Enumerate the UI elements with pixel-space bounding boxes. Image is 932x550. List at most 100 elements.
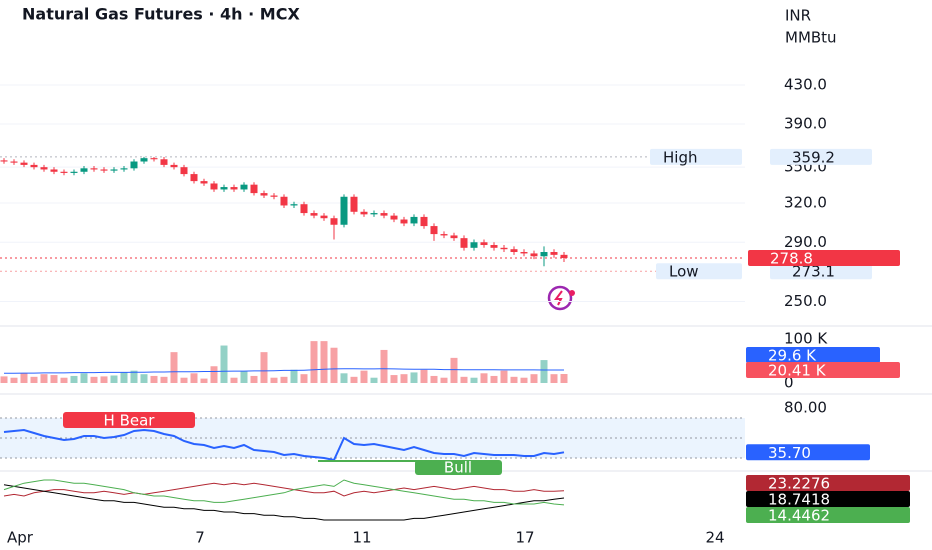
dmi-line — [3, 484, 565, 521]
dmi-value-box — [746, 491, 910, 507]
volume-bar — [440, 377, 448, 383]
volume-bar — [110, 375, 118, 383]
volume-bar — [180, 377, 188, 383]
low-label: Low — [669, 263, 699, 281]
candle-body — [530, 253, 538, 257]
volume-bar — [290, 369, 298, 383]
volume-bar — [470, 377, 478, 383]
low-label-box — [656, 263, 742, 280]
candle-body — [490, 245, 498, 248]
candle-body — [220, 187, 228, 190]
dmi-value-box — [746, 475, 910, 491]
x-tick-label: 11 — [352, 529, 371, 547]
candle-body — [410, 216, 418, 224]
volume-bar — [40, 374, 48, 383]
candle-body — [0, 160, 8, 162]
volume-bar — [360, 370, 368, 383]
bear-label: H Bear — [104, 412, 156, 430]
volume-value: 20.41 K — [768, 362, 827, 380]
high-label: High — [663, 148, 697, 166]
candle-body — [500, 247, 508, 250]
volume-bar — [50, 375, 58, 383]
volume-bar — [380, 349, 388, 383]
volume-bar — [410, 372, 418, 383]
volume-bar — [520, 377, 528, 383]
y-tick-label: 390.0 — [784, 114, 827, 132]
rsi-line — [3, 428, 565, 462]
candle-body — [70, 171, 78, 173]
volume-bar — [10, 377, 18, 383]
unit: MMBtu — [785, 29, 837, 47]
candle-body — [420, 216, 428, 227]
volume-bar — [560, 374, 568, 383]
y-tick-label: 290.0 — [784, 233, 827, 251]
high-label-box — [650, 148, 742, 165]
candle-body — [300, 204, 308, 214]
volume-bar — [480, 373, 488, 383]
candle-body — [100, 169, 108, 171]
candle-body — [40, 167, 48, 170]
candle-body — [350, 196, 358, 212]
volume-bar — [340, 373, 348, 383]
candle-body — [560, 254, 568, 258]
candle-body — [480, 242, 488, 246]
volume-bar — [0, 376, 8, 383]
dmi-line — [3, 482, 565, 497]
volume-bar — [540, 360, 548, 383]
ma-value-box — [746, 346, 880, 363]
volume-bar — [400, 374, 408, 383]
volume-bar — [370, 377, 378, 383]
low-value: 273.1 — [792, 263, 835, 281]
candle-body — [460, 238, 468, 248]
volume-bar — [430, 375, 438, 383]
candle-body — [140, 158, 148, 162]
volume-bar — [70, 375, 78, 383]
volume-bar — [220, 345, 228, 383]
volume-bar — [500, 370, 508, 383]
volume-bar — [90, 376, 98, 383]
volume-bar — [60, 377, 68, 383]
candle-body — [340, 196, 348, 225]
high-value: 359.2 — [792, 148, 835, 166]
volume-bar — [250, 375, 258, 383]
dmi-value-box — [746, 507, 910, 523]
volume-bar — [420, 369, 428, 383]
dmi-line — [3, 479, 565, 506]
candle-body — [510, 249, 518, 253]
volume-bar — [390, 375, 398, 383]
candle-body — [160, 159, 168, 165]
candle-body — [260, 193, 268, 196]
volume-bar — [330, 347, 338, 383]
candle-body — [10, 161, 18, 163]
last-price: 278.8 — [770, 249, 813, 267]
volume-bar — [190, 373, 198, 383]
volume-bar — [460, 376, 468, 383]
candle-body — [320, 215, 328, 219]
volume-bar — [20, 373, 28, 383]
volume-bar — [80, 373, 88, 383]
volume-ma-line — [4, 368, 564, 374]
y-tick-label: 80.00 — [784, 399, 827, 417]
candle-body — [440, 234, 448, 236]
volume-bar — [150, 375, 158, 383]
x-tick-label: 7 — [195, 529, 205, 547]
volume-bar — [260, 352, 268, 383]
volume-bar — [30, 376, 38, 383]
candle-body — [540, 252, 548, 257]
y-tick-label: 0 — [784, 374, 794, 392]
volume-bar — [210, 366, 218, 383]
candle-body — [370, 213, 378, 215]
y-tick-label: 250.0 — [784, 292, 827, 310]
bull-label-box — [415, 460, 502, 475]
candle-body — [200, 181, 208, 184]
volume-bar — [100, 376, 108, 383]
candle-body — [360, 211, 368, 215]
rsi-value-box — [746, 444, 870, 461]
volume-bar — [160, 376, 168, 383]
candle-body — [270, 195, 278, 197]
candle-body — [290, 204, 298, 206]
candle-body — [150, 158, 158, 160]
volume-bar — [320, 341, 328, 383]
volume-bar — [550, 374, 558, 383]
